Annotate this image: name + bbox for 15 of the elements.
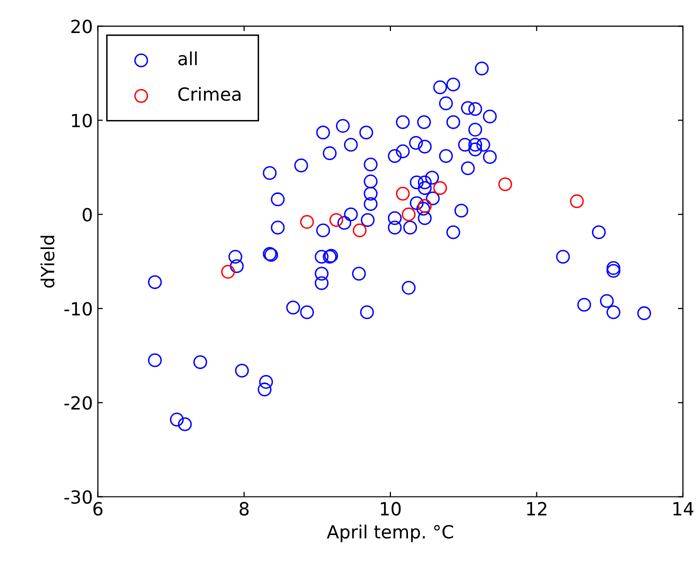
x-tick-label: 12: [527, 502, 546, 516]
x-tick-label: 6: [93, 502, 102, 516]
x-axis-title: April temp. °C: [326, 524, 454, 542]
legend-label: all: [178, 51, 197, 66]
y-axis-title: dYield: [40, 236, 54, 288]
x-tick-label: 10: [380, 502, 401, 516]
y-tick-label: 0: [82, 208, 92, 222]
legend-label: Crimea: [178, 86, 240, 101]
y-tick-label: 20: [71, 20, 92, 34]
x-tick-label: 14: [673, 502, 694, 516]
y-tick-label: -10: [64, 302, 92, 316]
y-tick-label: -20: [64, 396, 92, 410]
y-tick-label: 10: [72, 114, 92, 128]
y-tick-label: -30: [64, 490, 92, 504]
x-tick-label: 8: [240, 502, 249, 516]
